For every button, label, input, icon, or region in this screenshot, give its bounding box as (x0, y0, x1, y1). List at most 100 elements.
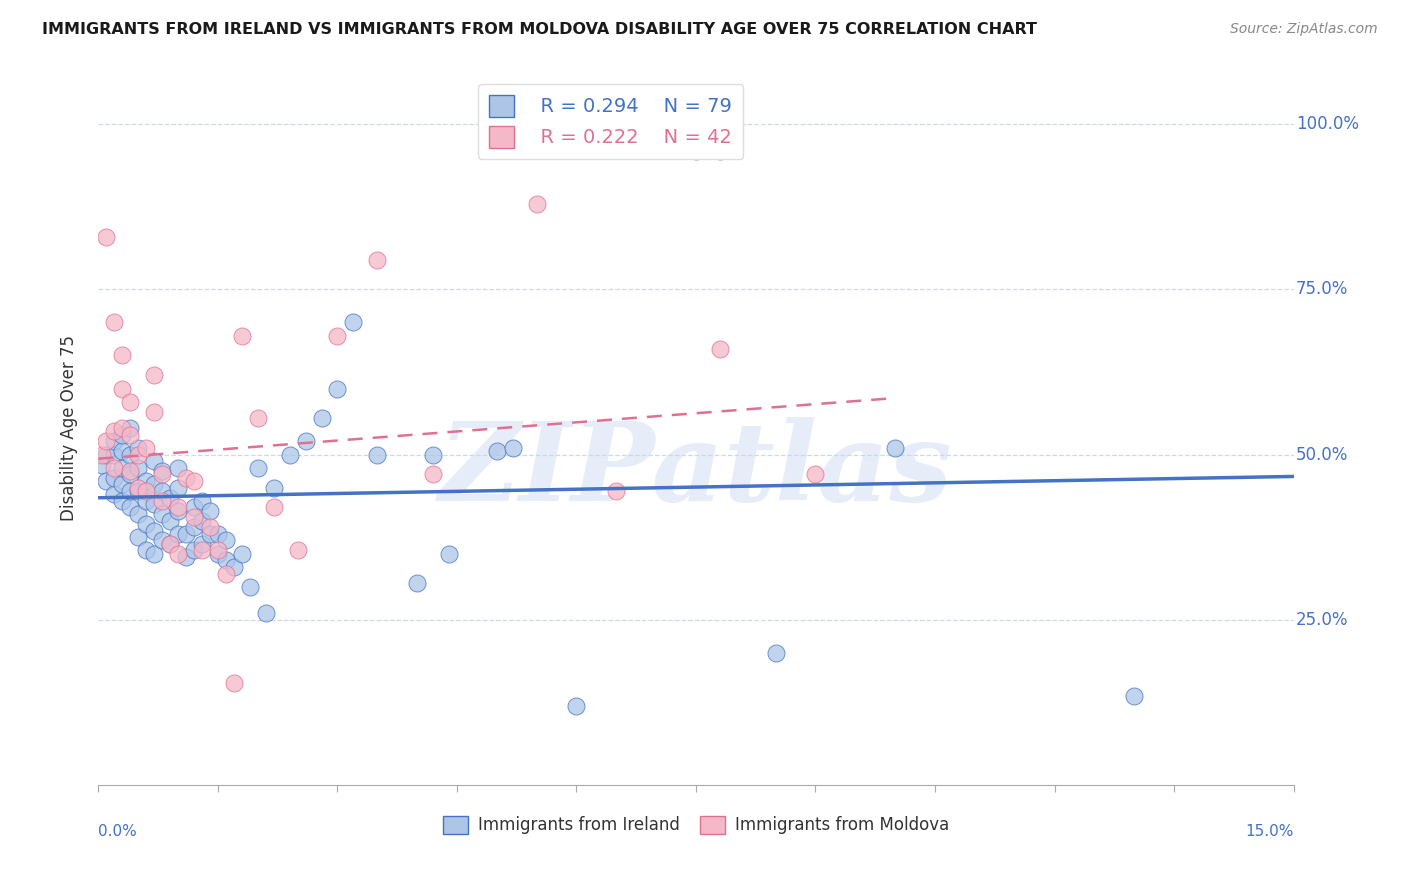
Point (120, 421, 142, 435)
Point (1123, 689, 1146, 703)
Point (127, 448, 149, 462)
Point (91, 458, 114, 472)
Point (254, 606, 277, 620)
Point (502, 441, 524, 455)
Point (709, 342, 731, 356)
Point (150, 507, 173, 521)
Point (239, 580, 262, 594)
Point (127, 507, 149, 521)
Point (174, 527, 197, 541)
Point (526, 196, 548, 211)
Point (96, 229, 118, 244)
Text: Source: ZipAtlas.com: Source: ZipAtlas.com (1230, 22, 1378, 37)
Point (103, 487, 125, 501)
Point (198, 520, 221, 534)
Point (263, 500, 285, 515)
Point (485, 444, 508, 458)
Point (143, 368, 166, 383)
Point (159, 514, 181, 528)
Point (215, 553, 238, 567)
Point (135, 441, 157, 455)
Point (111, 382, 134, 396)
Point (884, 441, 907, 455)
Point (120, 448, 142, 462)
Text: 50.0%: 50.0% (1296, 446, 1348, 464)
Point (103, 425, 125, 439)
Text: 75.0%: 75.0% (1296, 280, 1348, 299)
Point (96, 448, 118, 462)
Point (127, 530, 149, 544)
Point (287, 543, 309, 558)
Point (159, 537, 181, 551)
Point (135, 516, 157, 531)
Point (311, 411, 333, 425)
Point (183, 474, 205, 488)
Point (91, 448, 114, 462)
Point (198, 527, 221, 541)
Point (103, 434, 125, 449)
Point (326, 328, 349, 343)
Point (191, 537, 214, 551)
Point (174, 549, 197, 564)
Point (150, 467, 173, 482)
Point (120, 394, 142, 409)
Point (167, 504, 190, 518)
Point (135, 493, 157, 508)
Point (605, 483, 627, 498)
Point (135, 543, 157, 558)
Point (111, 349, 134, 363)
Point (222, 560, 245, 574)
Point (127, 481, 149, 495)
Point (111, 493, 134, 508)
Point (565, 698, 588, 713)
Point (804, 467, 827, 482)
Point (127, 441, 149, 455)
Point (135, 474, 157, 488)
Point (422, 467, 444, 482)
Point (120, 500, 142, 515)
Point (120, 483, 142, 498)
Point (143, 497, 166, 511)
Point (326, 382, 349, 396)
Point (167, 547, 190, 561)
Point (222, 675, 245, 690)
Point (191, 543, 214, 558)
Point (143, 477, 166, 491)
Point (215, 566, 238, 581)
Point (159, 537, 181, 551)
Point (207, 527, 229, 541)
Text: 25.0%: 25.0% (1296, 611, 1348, 629)
Point (231, 328, 253, 343)
Point (120, 464, 142, 478)
Point (246, 460, 269, 475)
Point (215, 533, 238, 548)
Point (120, 427, 142, 442)
Point (143, 454, 166, 468)
Point (231, 547, 253, 561)
Point (263, 481, 285, 495)
Point (111, 477, 134, 491)
Text: 0.0%: 0.0% (98, 824, 138, 839)
Point (294, 434, 316, 449)
Point (183, 500, 205, 515)
Point (183, 520, 205, 534)
Point (127, 483, 149, 498)
Point (406, 576, 429, 591)
Point (103, 448, 125, 462)
Text: IMMIGRANTS FROM IRELAND VS IMMIGRANTS FROM MOLDOVA DISABILITY AGE OVER 75 CORREL: IMMIGRANTS FROM IRELAND VS IMMIGRANTS FR… (42, 22, 1038, 37)
Point (135, 483, 157, 498)
Point (150, 533, 173, 548)
Point (167, 500, 190, 515)
Point (422, 448, 444, 462)
Point (278, 448, 301, 462)
Point (685, 144, 707, 158)
Point (103, 460, 125, 475)
Point (150, 464, 173, 478)
Point (167, 527, 190, 541)
Legend: Immigrants from Ireland, Immigrants from Moldova: Immigrants from Ireland, Immigrants from… (436, 809, 956, 841)
Point (342, 315, 364, 329)
Point (143, 547, 166, 561)
Point (246, 411, 269, 425)
Text: 15.0%: 15.0% (1246, 824, 1294, 839)
Text: ZIPatlas: ZIPatlas (439, 417, 953, 524)
